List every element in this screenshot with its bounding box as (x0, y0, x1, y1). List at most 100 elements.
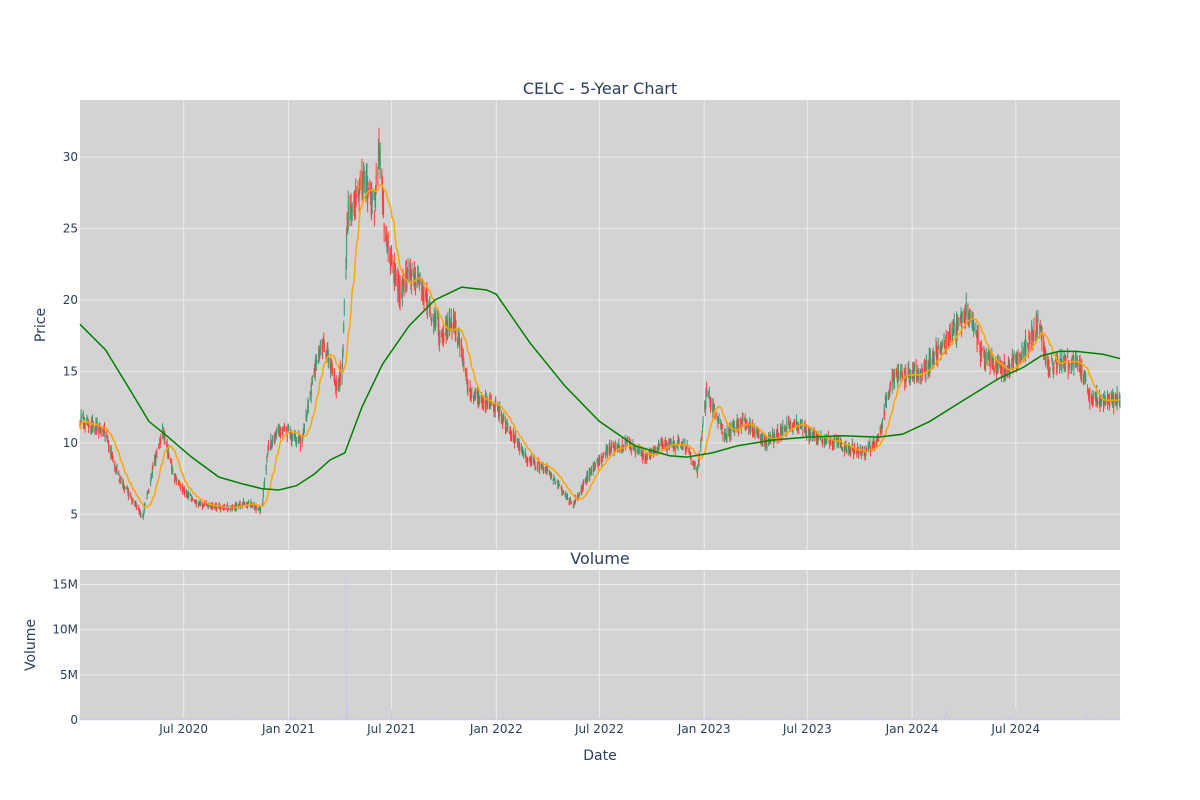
candle-body (625, 440, 627, 442)
volume-bar (278, 718, 280, 720)
volume-bar (660, 718, 662, 720)
candle-body (685, 447, 687, 451)
candle-body (736, 418, 738, 429)
volume-bar (908, 718, 910, 720)
volume-bar (266, 718, 268, 720)
volume-bar (971, 717, 973, 720)
volume-bar (523, 718, 525, 720)
candle-body (577, 496, 579, 498)
candle-body (427, 301, 429, 305)
candle-body (355, 195, 357, 196)
volume-bar (653, 719, 655, 720)
volume-bar (234, 719, 236, 720)
volume-bar (163, 719, 165, 720)
volume-bar (953, 717, 955, 720)
candle-body (461, 345, 463, 353)
candle-body (127, 490, 129, 497)
volume-bar (467, 717, 469, 720)
candle-body (961, 321, 963, 328)
volume-bar (107, 718, 109, 720)
volume-bar (748, 719, 750, 720)
candle-body (431, 315, 433, 320)
volume-bar (334, 718, 336, 720)
volume-bar (299, 718, 301, 720)
volume-bar (189, 718, 191, 720)
volume-bar (921, 717, 923, 720)
candle-body (410, 271, 412, 284)
candle-body (171, 463, 173, 472)
volume-bar (670, 717, 672, 720)
volume-bar (402, 718, 404, 720)
candle-body (151, 474, 153, 477)
candle-body (341, 370, 343, 380)
volume-bar (909, 718, 911, 720)
candle-body (871, 444, 873, 449)
candle-body (179, 484, 181, 486)
volume-bar (981, 717, 983, 720)
volume-bar (859, 717, 861, 720)
volume-bar (1083, 719, 1085, 720)
volume-bar (1110, 718, 1112, 720)
candle-body (1005, 369, 1007, 377)
candle-body (481, 399, 483, 404)
volume-bar (904, 717, 906, 720)
volume-bar (99, 717, 101, 720)
volume-bar (405, 717, 407, 720)
volume-bar (833, 718, 835, 720)
volume-bar (130, 718, 132, 720)
candle-body (881, 425, 883, 431)
candle-body (486, 397, 488, 399)
volume-bar (997, 718, 999, 720)
volume-bar (544, 717, 546, 720)
volume-bar (211, 717, 213, 720)
volume-bar (301, 717, 303, 720)
candle-body (545, 468, 547, 471)
candle-body (106, 440, 108, 441)
candle-body (422, 296, 424, 299)
volume-bar (749, 718, 751, 720)
volume-bar (389, 718, 391, 720)
volume-bar (556, 718, 558, 720)
candle-body (196, 503, 198, 504)
candle-body (626, 437, 628, 441)
candle-body (609, 443, 611, 454)
candle-body (1085, 379, 1087, 382)
volume-bar (630, 718, 632, 720)
volume-bar (86, 718, 88, 720)
volume-bar (98, 717, 100, 720)
volume-bar (562, 718, 564, 720)
candle-body (166, 443, 168, 447)
volume-bar (82, 717, 84, 720)
volume-bar (358, 717, 360, 720)
volume-bar (844, 718, 846, 720)
volume-bar (317, 718, 319, 720)
candle-body (345, 266, 347, 278)
candle-body (829, 445, 831, 447)
volume-bar (980, 719, 982, 720)
candle-body (252, 504, 254, 508)
volume-bar (863, 718, 865, 720)
candle-body (450, 315, 452, 325)
volume-bar (696, 717, 698, 720)
volume-bar (987, 718, 989, 720)
candle-body (945, 340, 947, 342)
volume-bar (744, 718, 746, 720)
candle-body (430, 320, 432, 322)
volume-bar (830, 718, 832, 720)
volume-bar (355, 719, 357, 720)
volume-bar (795, 718, 797, 720)
volume-bar (1091, 718, 1093, 720)
volume-bar (410, 719, 412, 720)
volume-bar (385, 719, 387, 720)
volume-bar (601, 719, 603, 720)
volume-bar (548, 717, 550, 720)
volume-bar (510, 717, 512, 720)
volume-bar (900, 718, 902, 720)
candle-body (1112, 395, 1114, 397)
candle-body (534, 462, 536, 467)
volume-bar (92, 719, 94, 720)
volume-bar (393, 718, 395, 720)
volume-bar (495, 718, 497, 720)
candle-body (545, 466, 547, 471)
volume-bar (648, 718, 650, 720)
